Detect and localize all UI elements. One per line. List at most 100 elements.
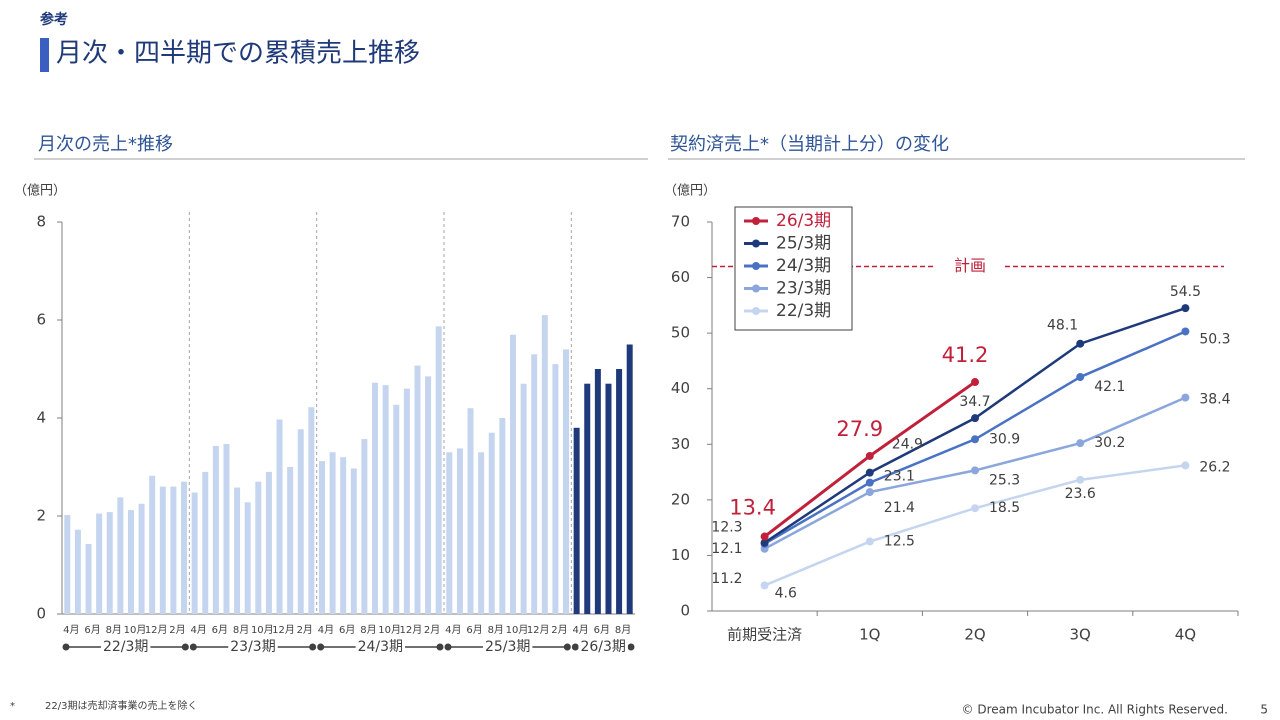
slide-title: 月次・四半期での累積売上推移 — [56, 39, 420, 69]
bar — [626, 344, 633, 614]
value-label: 50.3 — [1199, 331, 1230, 347]
legend-label: 24/3期 — [776, 256, 831, 276]
bar — [393, 404, 400, 614]
value-label: 27.9 — [836, 417, 883, 441]
period-label: 22/3期 — [103, 639, 148, 655]
x-tick-label: 4月 — [190, 624, 206, 636]
point — [1181, 327, 1190, 336]
title-bar — [40, 38, 49, 72]
point — [971, 466, 979, 475]
value-label: 23.1 — [884, 469, 915, 485]
x-tick-label: 1Q — [859, 626, 880, 644]
value-label: 26.2 — [1199, 459, 1230, 475]
value-label: 21.4 — [884, 500, 915, 516]
bar — [149, 475, 156, 614]
bar — [234, 487, 241, 614]
period-label-bg — [578, 639, 628, 655]
period-dot — [627, 643, 635, 651]
x-tick-label: 6月 — [84, 624, 100, 636]
y-tick-label: 2 — [36, 507, 46, 525]
bar — [212, 445, 219, 614]
bar — [563, 349, 570, 614]
value-label: 25.3 — [989, 472, 1020, 488]
y-tick-label: 70 — [671, 213, 690, 231]
y-tick-label: 40 — [671, 379, 690, 397]
period-dot — [436, 643, 444, 651]
bar — [446, 452, 453, 614]
bar — [616, 369, 623, 614]
legend-label: 22/3期 — [776, 301, 831, 321]
point — [865, 478, 874, 487]
bar — [403, 388, 410, 614]
point — [1181, 304, 1190, 313]
header-label: 参考 — [40, 11, 68, 28]
x-tick-label: 4月 — [63, 624, 79, 636]
point — [1076, 475, 1085, 484]
bar — [308, 407, 315, 614]
line-chart: 0 10 20 30 40 50 60 70 前期受注済 1Q 2Q 3Q 4Q 計画 4.6 12.5 18.… — [671, 206, 1239, 644]
bar — [350, 468, 357, 614]
bar — [127, 510, 134, 614]
x-tick-label: 8月 — [615, 624, 631, 636]
x-tick-label: 6月 — [339, 624, 355, 636]
bar — [117, 497, 124, 614]
bar — [584, 383, 591, 614]
bar — [456, 448, 463, 614]
value-label: 4.6 — [775, 585, 797, 601]
bar — [244, 502, 251, 614]
legend-label: 23/3期 — [776, 279, 831, 299]
bar — [361, 439, 368, 614]
bar — [499, 418, 506, 614]
x-tick-label: 4月 — [572, 624, 588, 636]
bar — [605, 383, 612, 614]
value-label: 48.1 — [1047, 318, 1078, 334]
period-label-bg — [100, 639, 151, 655]
point — [971, 378, 979, 387]
bar — [520, 383, 527, 614]
footnote: 22/3期は売却済事業の売上を除く — [45, 699, 197, 712]
legend-swatch — [752, 239, 760, 248]
x-tick-label: 3Q — [1070, 626, 1091, 644]
legend-swatch — [752, 217, 760, 225]
bar — [191, 492, 198, 614]
point — [865, 468, 874, 477]
x-tick-label: 8月 — [106, 624, 122, 636]
x-tick-label: 4Q — [1175, 626, 1196, 644]
bar — [340, 457, 347, 614]
bar — [202, 471, 209, 614]
period-dot — [62, 643, 70, 651]
bar — [170, 486, 177, 614]
period-label-bg — [355, 639, 406, 655]
point — [760, 581, 769, 590]
bar — [85, 543, 92, 614]
bar — [265, 471, 272, 614]
y-tick-label: 50 — [671, 324, 690, 342]
x-tick-label: 2月 — [424, 624, 440, 636]
value-label: 12.3 — [711, 520, 742, 536]
x-tick-label: 10月 — [124, 624, 147, 636]
bar — [318, 461, 325, 614]
point — [760, 532, 769, 541]
value-label: 12.5 — [884, 534, 915, 550]
period-dot — [563, 643, 571, 651]
bar — [372, 382, 379, 614]
x-tick-label: 2月 — [297, 624, 313, 636]
y-tick-label: 6 — [36, 311, 46, 329]
period-dot — [317, 643, 325, 651]
bar — [382, 385, 389, 614]
left-title: 月次の売上*推移 — [38, 134, 173, 155]
bar — [255, 481, 262, 614]
point — [760, 538, 769, 547]
value-label: 30.2 — [1094, 435, 1125, 451]
period-dot — [181, 643, 189, 651]
page-number: 5 — [1260, 703, 1268, 717]
period-dot — [309, 643, 317, 651]
point — [1076, 439, 1085, 448]
bar — [541, 315, 548, 614]
value-label: 42.1 — [1094, 379, 1125, 395]
x-tick-label: 4月 — [318, 624, 334, 636]
x-tick-label: 2月 — [551, 624, 567, 636]
point — [971, 504, 979, 513]
